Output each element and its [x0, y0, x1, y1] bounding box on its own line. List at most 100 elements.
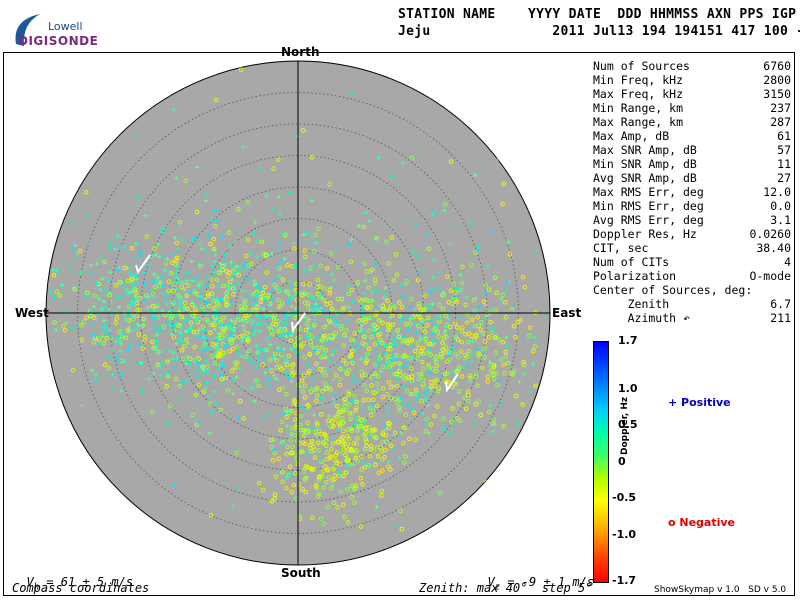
- source-positive-mark: [234, 264, 239, 269]
- source-negative-mark: [517, 317, 523, 323]
- source-positive-mark: [469, 352, 474, 357]
- source-positive-mark: [216, 331, 221, 336]
- source-negative-mark: [389, 362, 395, 367]
- source-negative-mark: [326, 318, 332, 323]
- source-positive-mark: [371, 457, 376, 462]
- source-positive-mark: [107, 327, 112, 332]
- source-negative-mark: [174, 255, 180, 261]
- stat-label: Avg SNR Amp, dB: [593, 171, 697, 185]
- stat-row: Max Amp, dB 61: [593, 129, 791, 143]
- source-negative-mark: [314, 420, 320, 426]
- source-negative-mark: [374, 325, 380, 330]
- source-positive-mark: [280, 332, 285, 337]
- source-negative-mark: [85, 290, 90, 296]
- source-positive-mark: [116, 305, 121, 310]
- source-negative-mark: [385, 346, 391, 352]
- source-positive-mark: [186, 317, 191, 322]
- source-negative-mark: [335, 412, 340, 417]
- source-negative-mark: [353, 408, 359, 413]
- source-positive-mark: [12, 323, 16, 327]
- source-positive-mark: [325, 337, 330, 342]
- source-negative-mark: [233, 365, 238, 370]
- source-positive-mark: [40, 320, 44, 324]
- source-negative-mark: [426, 364, 432, 369]
- source-negative-mark: [485, 311, 490, 317]
- source-positive-mark: [131, 322, 136, 327]
- source-positive-mark: [277, 274, 282, 279]
- source-negative-mark: [388, 347, 393, 352]
- source-positive-mark: [229, 299, 234, 304]
- source-positive-mark: [370, 298, 375, 303]
- source-positive-mark: [203, 386, 208, 391]
- source-positive-mark: [111, 385, 116, 390]
- source-positive-mark: [240, 336, 245, 341]
- source-negative-mark: [371, 434, 377, 440]
- source-negative-mark: [398, 508, 403, 514]
- source-positive-mark: [193, 233, 198, 238]
- source-negative-mark: [337, 382, 343, 388]
- source-positive-mark: [470, 358, 474, 363]
- stat-row: Num of CITs 4: [593, 255, 791, 269]
- source-positive-mark: [154, 343, 159, 348]
- source-negative-mark: [227, 349, 233, 354]
- source-negative-mark: [294, 297, 300, 303]
- source-negative-mark: [435, 389, 441, 394]
- source-positive-mark: [197, 304, 202, 308]
- source-negative-mark: [278, 427, 283, 433]
- source-negative-mark: [352, 500, 357, 505]
- source-negative-mark: [345, 457, 350, 463]
- source-negative-mark: [575, 450, 579, 454]
- source-positive-mark: [425, 403, 430, 408]
- source-positive-mark: [405, 358, 410, 363]
- source-positive-mark: [118, 349, 123, 354]
- source-negative-mark: [397, 313, 403, 319]
- source-positive-mark: [250, 361, 255, 366]
- source-positive-mark: [268, 342, 273, 347]
- source-negative-mark: [323, 348, 329, 353]
- source-positive-mark: [555, 324, 559, 328]
- source-negative-mark: [217, 270, 222, 275]
- logo-line1: Lowell: [48, 20, 83, 33]
- source-positive-mark: [483, 290, 488, 295]
- source-positive-mark: [424, 396, 429, 401]
- source-positive-mark: [151, 333, 156, 338]
- source-positive-mark: [140, 388, 145, 393]
- source-negative-mark: [129, 245, 135, 251]
- stat-label: Polarization: [593, 269, 677, 283]
- source-positive-mark: [181, 308, 186, 313]
- source-positive-mark: [119, 388, 124, 393]
- source-positive-mark: [263, 347, 268, 352]
- source-positive-mark: [145, 305, 150, 310]
- source-negative-mark: [362, 372, 368, 377]
- source-negative-mark: [469, 263, 474, 268]
- source-negative-mark: [130, 277, 135, 282]
- source-negative-mark: [500, 201, 505, 207]
- source-positive-mark: [275, 353, 280, 358]
- source-negative-mark: [333, 330, 339, 336]
- source-positive-mark: [331, 377, 336, 382]
- source-positive-mark: [516, 107, 521, 112]
- source-negative-mark: [280, 469, 285, 474]
- source-negative-mark: [460, 264, 465, 270]
- source-positive-mark: [277, 212, 282, 217]
- source-positive-mark: [157, 254, 162, 259]
- source-negative-mark: [402, 425, 407, 431]
- source-negative-mark: [514, 393, 519, 399]
- stat-value: 27: [777, 171, 791, 185]
- source-positive-mark: [438, 373, 443, 378]
- source-negative-mark: [318, 516, 324, 522]
- source-positive-mark: [238, 265, 242, 270]
- logo-line2: DIGISONDE: [18, 34, 99, 48]
- source-negative-mark: [353, 450, 359, 455]
- source-positive-mark: [311, 308, 316, 313]
- source-negative-mark: [182, 343, 187, 349]
- source-positive-mark: [105, 319, 110, 324]
- source-negative-mark: [318, 412, 324, 417]
- source-positive-mark: [220, 234, 225, 239]
- source-negative-mark: [355, 428, 360, 433]
- source-positive-mark: [134, 327, 139, 332]
- source-negative-mark: [367, 463, 372, 468]
- source-negative-mark: [208, 330, 213, 336]
- source-negative-mark: [104, 336, 109, 341]
- source-positive-mark: [153, 365, 158, 370]
